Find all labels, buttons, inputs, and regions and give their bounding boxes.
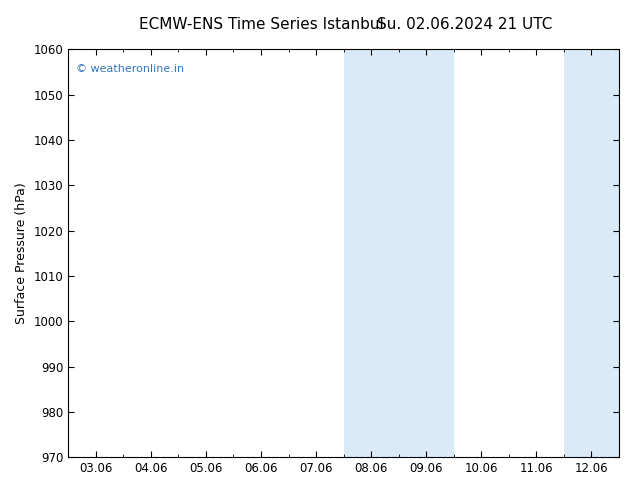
Text: Su. 02.06.2024 21 UTC: Su. 02.06.2024 21 UTC — [377, 17, 552, 32]
Bar — [564, 49, 619, 457]
Text: ECMW-ENS Time Series Istanbul: ECMW-ENS Time Series Istanbul — [139, 17, 384, 32]
Bar — [399, 49, 454, 457]
Text: © weatheronline.in: © weatheronline.in — [77, 64, 184, 74]
Y-axis label: Surface Pressure (hPa): Surface Pressure (hPa) — [15, 182, 28, 324]
Bar — [344, 49, 399, 457]
